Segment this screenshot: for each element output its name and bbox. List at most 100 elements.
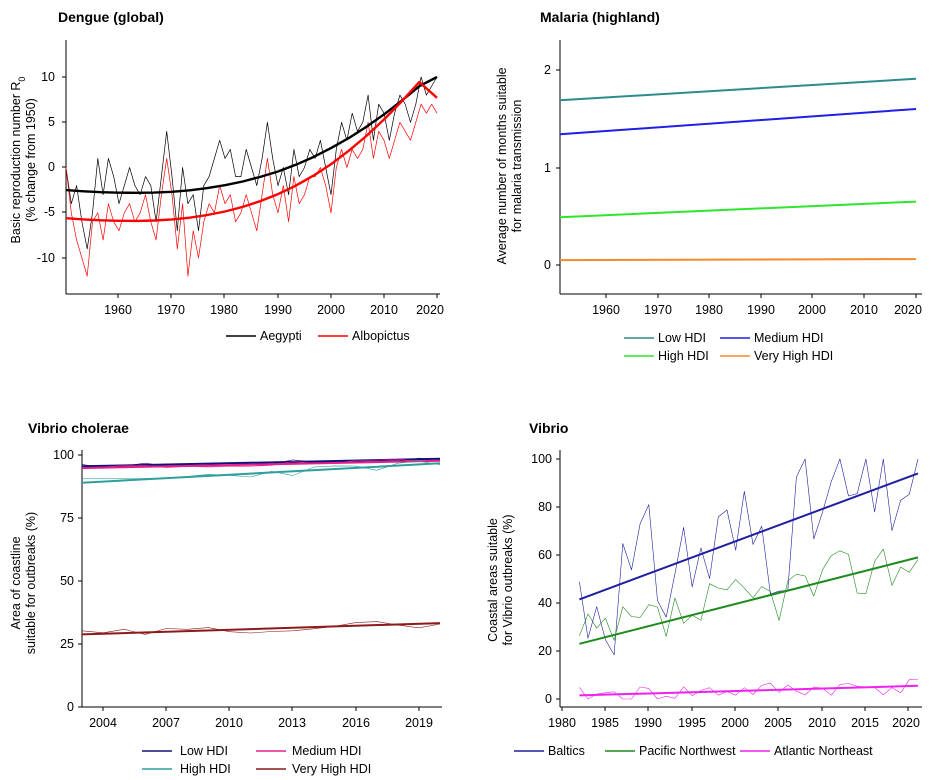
legend-label-baltics: Baltics <box>548 744 585 758</box>
trend-line-atlantic-northeast <box>579 684 919 697</box>
legend-vibrio: Baltics Pacific Northwest Atlantic North… <box>514 744 873 758</box>
y-axis-label-malaria-line2: for malaria transmission <box>510 100 524 233</box>
x-tick-label: 1980 <box>548 716 576 730</box>
x-tick-label: 2007 <box>152 716 180 730</box>
x-tick-label: 2015 <box>851 716 879 730</box>
x-tick-label: 1970 <box>157 303 185 317</box>
x-tick-label: 2019 <box>405 716 433 730</box>
x-tick-label: 2010 <box>808 716 836 730</box>
trend-line-pacific-northwest <box>579 556 919 645</box>
x-tick-label: 1960 <box>104 303 132 317</box>
y-axis-label-vibrio: Coastal areas suitable for Vibrio outbre… <box>486 514 515 645</box>
trend-line-high-hdi <box>81 462 441 484</box>
series-line-aegypti <box>65 76 438 250</box>
legend-label-high-hdi: High HDI <box>658 349 709 363</box>
legend-malaria: Low HDI Medium HDI High HDI Very High HD… <box>624 331 833 363</box>
y-tick-label: 25 <box>60 637 74 651</box>
panel-malaria: Malaria (highland) Average number of mon… <box>495 9 922 363</box>
x-tick-label: 2000 <box>317 303 345 317</box>
y-ticks-malaria: 2 1 0 <box>544 63 560 272</box>
legend-label-low-hdi: Low HDI <box>180 744 228 758</box>
y-ticks-dengue: 10 5 0 -5 -10 <box>37 70 66 265</box>
legend-label-medium-hdi: Medium HDI <box>754 331 823 345</box>
trend-line-very-high-hdi <box>559 258 917 262</box>
x-ticks-vibrio: 1980 1985 1990 1995 2000 2005 2010 2015 … <box>548 707 920 730</box>
x-tick-label: 1980 <box>210 303 238 317</box>
panel-title-vibrio-cholerae: Vibrio cholerae <box>28 420 129 436</box>
y-axis-label-cholerae-line1: Area of coastline <box>9 536 23 629</box>
trend-line-very-high-hdi <box>81 622 441 636</box>
trend-line-medium-hdi <box>559 108 917 136</box>
y-axis-label-cholerae-line2: suitable for outbreaks (%) <box>24 512 38 654</box>
legend-label-very-high-hdi: Very High HDI <box>292 762 371 776</box>
y-tick-label: -5 <box>44 205 55 219</box>
y-tick-label: 2 <box>544 63 551 77</box>
legend-label-high-hdi: High HDI <box>180 762 231 776</box>
y-axis-label-dengue-text: Basic reproduction number R <box>9 82 23 244</box>
series-line-albopictus <box>65 103 438 277</box>
y-tick-label: 50 <box>60 574 74 588</box>
panel-vibrio: Vibrio Coastal areas suitable for Vibrio… <box>486 420 922 758</box>
x-tick-label: 1990 <box>634 716 662 730</box>
legend-label-very-high-hdi: Very High HDI <box>754 349 833 363</box>
y-tick-label: 40 <box>538 596 552 610</box>
x-tick-label: 2020 <box>894 303 922 317</box>
x-tick-label: 1970 <box>644 303 672 317</box>
x-tick-label: 2010 <box>215 716 243 730</box>
x-tick-label: 2004 <box>89 716 117 730</box>
y-tick-label: 0 <box>67 700 74 714</box>
series-line-atlantic-northeast <box>579 679 919 700</box>
x-tick-label: 1990 <box>747 303 775 317</box>
y-tick-label: 0 <box>544 258 551 272</box>
trend-line-medium-hdi <box>81 459 441 470</box>
x-tick-label: 2005 <box>764 716 792 730</box>
plot-area-malaria <box>559 77 917 262</box>
trend-line-aegypti <box>65 75 438 194</box>
x-ticks-malaria: 1960 1970 1980 1990 2000 2010 2020 <box>592 294 922 317</box>
x-tick-label: 1995 <box>678 716 706 730</box>
panel-dengue: Dengue (global) Basic reproduction numbe… <box>9 9 444 343</box>
panel-title-dengue: Dengue (global) <box>58 9 164 25</box>
x-tick-label: 2020 <box>416 303 444 317</box>
series-line-very-high-hdi <box>81 621 441 635</box>
y-axis-label-vibrio-line1: Coastal areas suitable <box>486 518 500 642</box>
x-tick-label: 2000 <box>721 716 749 730</box>
y-ticks-vibrio-cholerae: 100 75 50 25 0 <box>53 448 82 714</box>
x-ticks-vibrio-cholerae: 2004 2007 2010 2013 2016 2019 <box>89 707 433 730</box>
y-ticks-vibrio: 100 80 60 40 20 0 <box>531 452 560 706</box>
y-tick-label: 0 <box>48 160 55 174</box>
legend-label-low-hdi: Low HDI <box>658 331 706 345</box>
y-tick-label: 75 <box>60 511 74 525</box>
trend-line-high-hdi <box>559 200 917 219</box>
legend-label-medium-hdi: Medium HDI <box>292 744 361 758</box>
x-ticks-dengue: 1960 1970 1980 1990 2000 2010 2020 <box>104 294 444 317</box>
panel-title-vibrio: Vibrio <box>529 420 568 436</box>
y-tick-label: -10 <box>37 251 55 265</box>
y-tick-label: 0 <box>545 692 552 706</box>
panel-title-malaria: Malaria (highland) <box>540 9 660 25</box>
x-tick-label: 1960 <box>592 303 620 317</box>
y-tick-label: 1 <box>544 161 551 175</box>
y-tick-label: 100 <box>531 452 552 466</box>
series-line-baltics <box>579 458 919 656</box>
y-axis-label-dengue: Basic reproduction number R0 (% change f… <box>9 77 38 244</box>
x-tick-label: 2000 <box>798 303 826 317</box>
legend-label-atlantic-northeast: Atlantic Northeast <box>774 744 873 758</box>
x-tick-label: 1990 <box>264 303 292 317</box>
legend-dengue: Aegypti Albopictus <box>226 329 410 343</box>
x-tick-label: 2020 <box>892 716 920 730</box>
plot-area-vibrio-cholerae <box>81 457 441 636</box>
y-tick-label: 5 <box>48 115 55 129</box>
x-tick-label: 2010 <box>370 303 398 317</box>
trend-line-albopictus <box>65 80 438 223</box>
legend-vibrio-cholerae: Low HDI Medium HDI High HDI Very High HD… <box>142 744 371 776</box>
legend-label-albopictus: Albopictus <box>352 329 410 343</box>
plot-area-vibrio <box>579 458 919 700</box>
x-tick-label: 1985 <box>591 716 619 730</box>
svg-text:Basic reproduction number R0: Basic reproduction number R0 <box>9 77 27 244</box>
y-tick-label: 10 <box>41 70 55 84</box>
y-axis-label-dengue-line2: (% change from 1950) <box>24 98 38 222</box>
y-tick-label: 80 <box>538 500 552 514</box>
y-axis-label-vibrio-line2: for Vibrio outbreaks (%) <box>501 514 515 645</box>
